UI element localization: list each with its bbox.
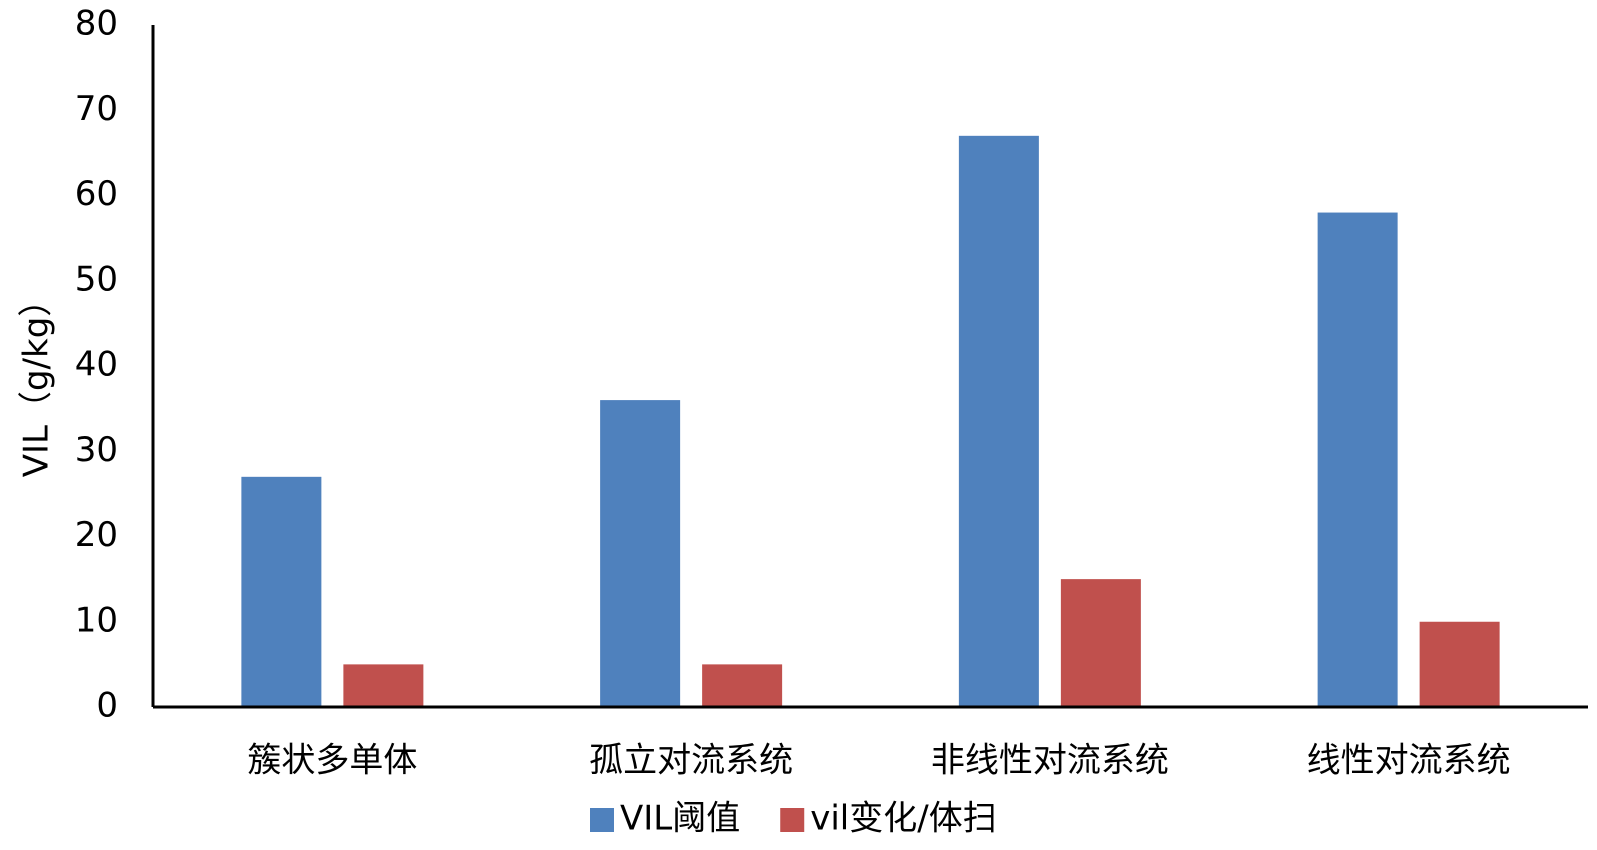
y-tick-label: 70 <box>75 89 118 129</box>
bar <box>958 135 1039 707</box>
bar <box>241 476 322 707</box>
bar <box>702 664 783 707</box>
bar <box>343 664 424 707</box>
bar <box>1419 621 1500 707</box>
x-tick-label: 非线性对流系统 <box>931 741 1169 781</box>
x-tick-label: 簇状多单体 <box>247 741 417 781</box>
bar <box>1060 579 1141 707</box>
legend-swatch <box>590 808 614 832</box>
y-tick-label: 50 <box>75 259 118 299</box>
y-tick-label: 80 <box>75 4 118 44</box>
x-tick-label: 孤立对流系统 <box>589 741 793 781</box>
legend-label: VIL阈值 <box>620 799 740 839</box>
legend-swatch <box>780 808 805 832</box>
legend-label: vil变化/体扫 <box>810 799 996 839</box>
y-axis-label: VIL（g/kg） <box>17 283 57 478</box>
y-tick-label: 60 <box>75 174 118 214</box>
y-tick-label: 30 <box>75 430 118 470</box>
x-tick-label: 线性对流系统 <box>1307 741 1511 781</box>
y-tick-label: 10 <box>75 600 118 640</box>
y-tick-label: 0 <box>96 686 118 726</box>
y-tick-label: 20 <box>75 515 118 555</box>
y-tick-label: 40 <box>75 345 118 385</box>
bar <box>1317 212 1398 708</box>
bar <box>600 400 681 707</box>
